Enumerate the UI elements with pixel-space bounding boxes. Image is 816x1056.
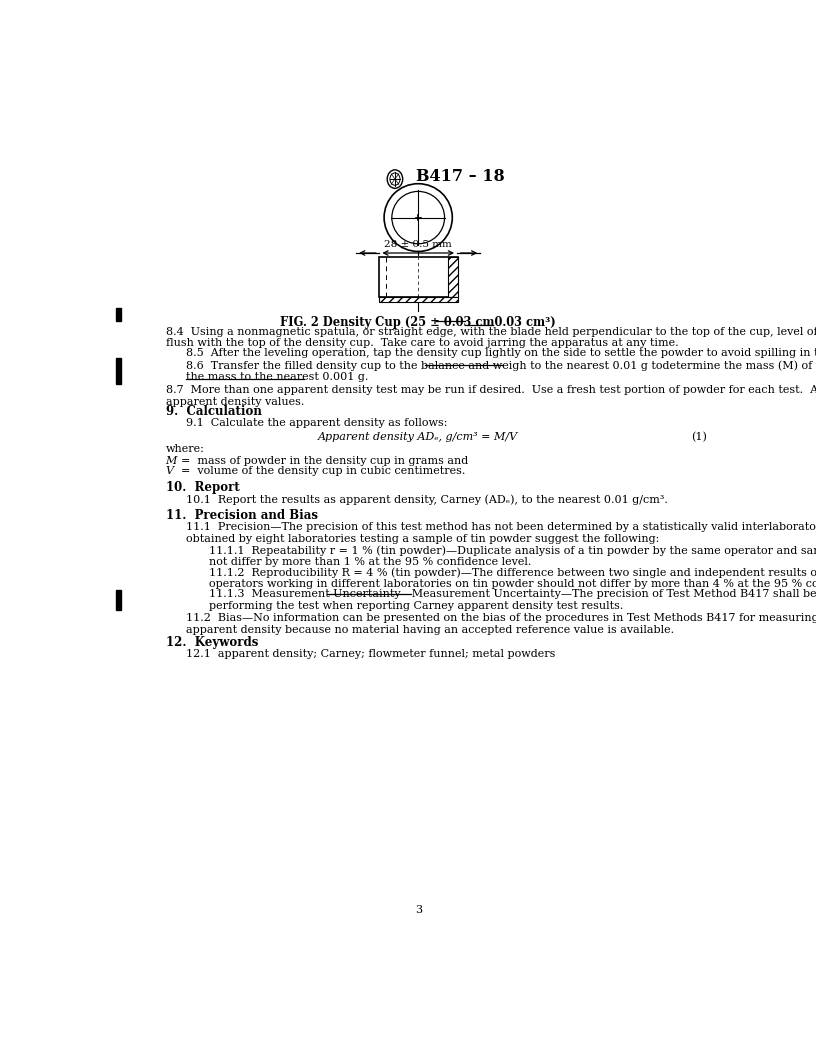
- Bar: [116, 590, 121, 610]
- Text: 11.1.3  ​Measurement Uncertainty​—Measurement Uncertainty—The precision of Test : 11.1.3 ​Measurement Uncertainty​—Measure…: [209, 589, 816, 600]
- Text: 10.  Report: 10. Report: [166, 480, 239, 494]
- Text: 8.7  More than one apparent density test may be run if desired.  Use a fresh tes: 8.7 More than one apparent density test …: [166, 385, 816, 395]
- Bar: [448, 257, 458, 297]
- Text: where:: where:: [166, 444, 205, 454]
- Text: 11.1.2  ​Reproducibility R​ = 4 % (tin powder)—The difference between two single: 11.1.2 ​Reproducibility R​ = 4 % (tin po…: [209, 568, 816, 579]
- Text: M: M: [166, 455, 177, 466]
- Text: 11.1  ​Precision​—The precision of this test method has not been determined by a: 11.1 ​Precision​—The precision of this t…: [186, 523, 816, 532]
- Text: FIG. 2 Density Cup (25 ± 0.03 cm0.03 cm³): FIG. 2 Density Cup (25 ± 0.03 cm0.03 cm³…: [281, 316, 556, 329]
- Text: 3: 3: [415, 905, 422, 916]
- Text: apparent density because no material having an accepted reference value is avail: apparent density because no material hav…: [186, 625, 674, 635]
- Bar: [379, 297, 458, 302]
- Text: 8.4  Using a nonmagnetic spatula, or straight edge, with the blade held perpendi: 8.4 Using a nonmagnetic spatula, or stra…: [166, 327, 816, 337]
- Bar: [379, 257, 458, 297]
- Text: operators working in different laboratories on tin powder should not differ by m: operators working in different laborator…: [209, 580, 816, 589]
- Text: Apparent density ADₑ, g/cm³ = M/V: Apparent density ADₑ, g/cm³ = M/V: [318, 432, 518, 441]
- Text: B417 – 18: B417 – 18: [416, 168, 504, 185]
- Text: performing the test when reporting Carney apparent density test results.: performing the test when reporting Carne…: [209, 601, 623, 610]
- Text: =  volume of the density cup in cubic centimetres.: = volume of the density cup in cubic cen…: [181, 466, 465, 475]
- Text: flush with the top of the density cup.  Take care to avoid jarring the apparatus: flush with the top of the density cup. T…: [166, 338, 678, 348]
- Text: 28 ± 0.5 mm: 28 ± 0.5 mm: [384, 240, 452, 249]
- Text: the mass to the nearest 0.001 g.: the mass to the nearest 0.001 g.: [186, 372, 368, 382]
- Text: not differ by more than 1 % at the 95 % confidence level.: not differ by more than 1 % at the 95 % …: [209, 557, 531, 567]
- Text: 11.1.1  ​Repeatability r​ = 1 % (tin powder)—Duplicate analysis of a tin powder : 11.1.1 ​Repeatability r​ = 1 % (tin powd…: [209, 546, 816, 557]
- Text: 11.  Precision and Bias: 11. Precision and Bias: [166, 509, 317, 523]
- Text: 10.1  Report the results as apparent density, Carney (ADₑ), to the nearest 0.01 : 10.1 Report the results as apparent dens…: [186, 494, 667, 505]
- Text: obtained by eight laboratories testing a sample of tin powder suggest the follow: obtained by eight laboratories testing a…: [186, 534, 659, 544]
- Bar: [116, 358, 121, 384]
- Text: V: V: [166, 466, 174, 475]
- Text: 8.6  Transfer the filled density cup to the balance and weigh to the nearest 0.0: 8.6 Transfer the filled density cup to t…: [186, 361, 816, 372]
- Text: 12.  Keywords: 12. Keywords: [166, 636, 258, 648]
- Text: 12.1  apparent density; Carney; flowmeter funnel; metal powders: 12.1 apparent density; Carney; flowmeter…: [186, 648, 555, 659]
- Text: 9.1  Calculate the apparent density as follows:: 9.1 Calculate the apparent density as fo…: [186, 418, 447, 428]
- Text: apparent density values.: apparent density values.: [166, 397, 304, 407]
- Text: 11.2  ​Bias​—No information can be presented on the bias of the procedures in Te: 11.2 ​Bias​—No information can be presen…: [186, 614, 816, 623]
- Text: (1): (1): [690, 432, 707, 442]
- Text: =  mass of powder in the density cup in grams and: = mass of powder in the density cup in g…: [181, 455, 468, 466]
- Text: 8.5  After the leveling operation, tap the density cup lightly on the side to se: 8.5 After the leveling operation, tap th…: [186, 347, 816, 358]
- Bar: [116, 308, 121, 321]
- Text: 9.  Calculation: 9. Calculation: [166, 404, 261, 418]
